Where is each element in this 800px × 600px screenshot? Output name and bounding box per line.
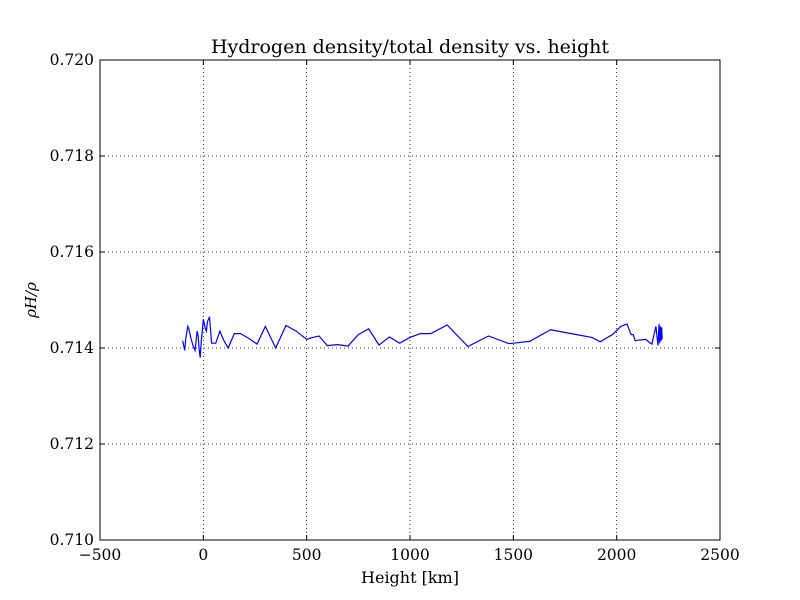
x-tick-label: 1000 [390, 546, 429, 564]
y-tick-label: 0.712 [50, 435, 94, 453]
y-tick-label: 0.720 [50, 51, 94, 69]
x-tick-label: 500 [292, 546, 322, 564]
series-line [182, 316, 663, 358]
x-tick-label: −500 [79, 546, 122, 564]
x-axis-label: Height [km] [361, 568, 459, 587]
y-tick-label: 0.714 [50, 339, 95, 357]
y-tick-label: 0.718 [50, 147, 94, 165]
y-tick-label: 0.710 [50, 531, 94, 549]
tick-layer: −500 0 500 1000 1500 2000 2500 0.710 0.712 0.714 0… [50, 51, 740, 564]
grid-layer [100, 60, 720, 540]
x-tick-label: 0 [198, 546, 208, 564]
y-tick-label: 0.716 [50, 243, 94, 261]
series-layer [182, 316, 663, 358]
x-tick-label: 2000 [597, 546, 636, 564]
x-tick-label: 2500 [700, 546, 739, 564]
chart-title: Hydrogen density/total density vs. heigh… [211, 36, 609, 58]
y-axis-label: ρH/ρ [22, 282, 40, 319]
x-tick-label: 1500 [494, 546, 533, 564]
